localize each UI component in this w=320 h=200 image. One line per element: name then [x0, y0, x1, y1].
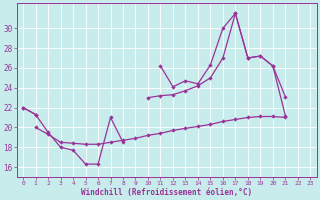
X-axis label: Windchill (Refroidissement éolien,°C): Windchill (Refroidissement éolien,°C)	[81, 188, 252, 197]
